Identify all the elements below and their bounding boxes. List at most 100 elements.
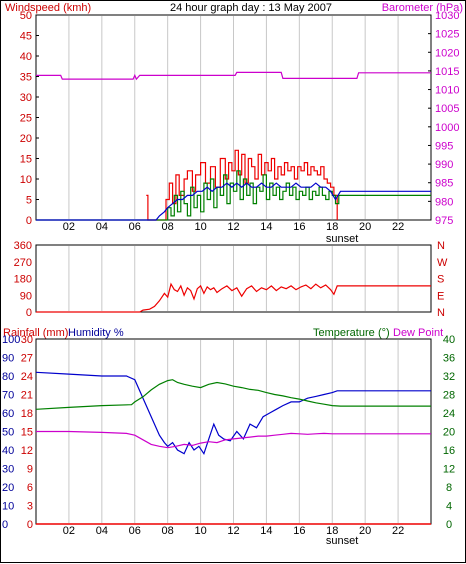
- windspeed-tick-label: 45: [20, 31, 32, 43]
- temperature-tick-label: 12: [443, 464, 455, 476]
- wind-x-tick-label: 02: [63, 221, 75, 233]
- temp-x-tick-label: 20: [359, 525, 371, 537]
- rainfall-tick-label: 0: [27, 519, 33, 531]
- compass-tick-label: S: [437, 274, 444, 286]
- barometer-tick-label: 1015: [435, 66, 459, 78]
- temperature-tick-label: 4: [446, 501, 452, 513]
- humidity-tick-label: 0: [2, 519, 8, 531]
- barometer-tick-label: 980: [435, 196, 453, 208]
- compass-tick-label: E: [437, 290, 444, 302]
- wind-x-tick-label: 16: [293, 221, 305, 233]
- humidity-tick-label: 100: [2, 334, 20, 346]
- compass-tick-label: N: [437, 240, 445, 252]
- temperature-tick-label: 20: [443, 427, 455, 439]
- humidity-axis-label: Humidity %: [68, 327, 124, 339]
- temperature-tick-label: 8: [446, 482, 452, 494]
- barometer-tick-label: 1010: [435, 85, 459, 97]
- temp-x-tick-label: 10: [194, 525, 206, 537]
- wind-x-tick-label: 14: [260, 221, 272, 233]
- humidity-tick-label: 60: [2, 408, 14, 420]
- rainfall-tick-label: 27: [21, 353, 33, 365]
- windspeed-tick-label: 10: [20, 174, 32, 186]
- humidity-tick-label: 70: [2, 390, 14, 402]
- barometer-tick-label: 995: [435, 140, 453, 152]
- temp-x-tick-label: 12: [227, 525, 239, 537]
- barometer-tick-label: 1005: [435, 103, 459, 115]
- direction-tick-label: 270: [14, 257, 32, 269]
- rainfall-tick-label: 6: [27, 482, 33, 494]
- temperature-tick-label: 24: [443, 408, 455, 420]
- compass-tick-label: W: [437, 257, 448, 269]
- rainfall-tick-label: 12: [21, 445, 33, 457]
- direction-tick-label: 180: [14, 274, 32, 286]
- wind-x-tick-label: 10: [194, 221, 206, 233]
- wind-x-tick-label: 20: [359, 221, 371, 233]
- temp-x-tick-label: 08: [162, 525, 174, 537]
- rainfall-tick-label: 9: [27, 464, 33, 476]
- rainfall-tick-label: 24: [21, 371, 33, 383]
- rainfall-tick-label: 15: [21, 427, 33, 439]
- temp-x-tick-label: 16: [293, 525, 305, 537]
- barometer-title: Barometer (hPa): [382, 2, 463, 14]
- temp-x-tick-label: 18: [326, 525, 338, 537]
- humidity-tick-label: 80: [2, 371, 14, 383]
- barometer-line: [36, 71, 431, 81]
- wind-x-tick-label: 12: [227, 221, 239, 233]
- temperature-line: [35, 379, 431, 410]
- rainfall-axis-label: Rainfall (mm): [3, 327, 68, 339]
- temperature-tick-label: 40: [443, 334, 455, 346]
- barometer-tick-label: 1000: [435, 122, 459, 134]
- temp-x-tick-label: 02: [63, 525, 75, 537]
- temp-x-tick-label: 22: [392, 525, 404, 537]
- humidity-tick-label: 20: [2, 482, 14, 494]
- windspeed-tick-label: 15: [20, 154, 32, 166]
- temp-x-tick-label: 14: [260, 525, 272, 537]
- windspeed-tick-label: 0: [26, 215, 32, 227]
- windspeed-tick-label: 30: [20, 92, 32, 104]
- temp-x-tick-label: 06: [129, 525, 141, 537]
- windspeed-tick-label: 5: [26, 195, 32, 207]
- windspeed-tick-label: 20: [20, 133, 32, 145]
- wind-blue-line: [36, 182, 431, 221]
- wind-x-tick-label: 08: [162, 221, 174, 233]
- barometer-tick-label: 975: [435, 215, 453, 227]
- humidity-line: [35, 371, 431, 456]
- temperature-unit-label: (°): [378, 327, 390, 339]
- dew-point-line: [36, 430, 431, 449]
- wind-x-tick-label: 22: [392, 221, 404, 233]
- compass-tick-label: N: [437, 307, 445, 319]
- barometer-tick-label: 985: [435, 178, 453, 190]
- rainfall-tick-label: 3: [27, 501, 33, 513]
- temperature-tick-label: 32: [443, 371, 455, 383]
- wind-x-tick-label: 04: [96, 221, 108, 233]
- temperature-tick-label: 0: [446, 519, 452, 531]
- windspeed-title: Windspeed (kmh): [5, 2, 91, 14]
- average-wind-line: [36, 170, 431, 221]
- barometer-tick-label: 1025: [435, 29, 459, 41]
- direction-tick-label: 360: [14, 240, 32, 252]
- temperature-axis-label: Temperature: [313, 327, 375, 339]
- rainfall-tick-label: 30: [21, 334, 33, 346]
- sunset-marker-label: sunset: [326, 233, 358, 245]
- humidity-tick-label: 30: [2, 464, 14, 476]
- windspeed-tick-label: 40: [20, 51, 32, 63]
- temperature-tick-label: 16: [443, 445, 455, 457]
- humidity-tick-label: 40: [2, 445, 14, 457]
- direction-tick-label: 90: [20, 290, 32, 302]
- windspeed-tick-label: 25: [20, 113, 32, 125]
- barometer-tick-label: 1030: [435, 10, 459, 22]
- wind-x-tick-label: 06: [129, 221, 141, 233]
- sunset-marker-label: sunset: [326, 535, 358, 547]
- wind-direction-line: [36, 282, 431, 313]
- windspeed-tick-label: 35: [20, 72, 32, 84]
- wind-x-tick-label: 18: [326, 221, 338, 233]
- humidity-tick-label: 90: [2, 353, 14, 365]
- graph-title: 24 hour graph day : 13 May 2007: [170, 2, 332, 14]
- windspeed-tick-label: 50: [20, 10, 32, 22]
- rainfall-tick-label: 21: [21, 390, 33, 402]
- humidity-tick-label: 10: [2, 501, 14, 513]
- gust-line: [146, 149, 338, 221]
- dew-point-axis-label: Dew Point: [393, 327, 443, 339]
